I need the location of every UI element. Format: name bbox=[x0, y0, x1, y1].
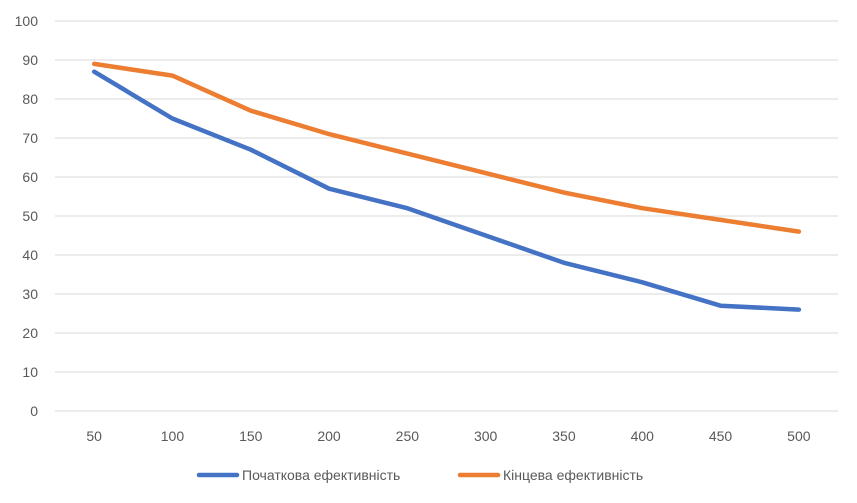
x-tick-label: 500 bbox=[787, 428, 811, 444]
y-axis-tick-labels: 0 10 20 30 40 50 60 70 80 90 100 bbox=[15, 13, 39, 419]
series-lines bbox=[91, 61, 802, 312]
y-tick-label: 10 bbox=[22, 364, 38, 380]
gridlines bbox=[55, 20, 838, 412]
y-tick-label: 90 bbox=[22, 52, 38, 68]
legend: Початкова ефективність Кінцева ефективніс… bbox=[196, 467, 643, 483]
y-tick-label: 20 bbox=[22, 325, 38, 341]
x-tick-label: 300 bbox=[474, 428, 498, 444]
y-tick-label: 60 bbox=[22, 169, 38, 185]
x-axis-tick-labels: 50 100 150 200 250 300 350 400 450 500 bbox=[86, 428, 810, 444]
y-tick-label: 100 bbox=[15, 13, 39, 29]
legend-label-2: Кінцева ефективність bbox=[503, 467, 643, 483]
y-tick-label: 30 bbox=[22, 286, 38, 302]
y-tick-label: 50 bbox=[22, 208, 38, 224]
x-tick-label: 450 bbox=[709, 428, 733, 444]
y-tick-label: 80 bbox=[22, 91, 38, 107]
y-tick-label: 40 bbox=[22, 247, 38, 263]
y-tick-label: 70 bbox=[22, 130, 38, 146]
x-tick-label: 350 bbox=[552, 428, 576, 444]
x-tick-label: 400 bbox=[631, 428, 655, 444]
y-tick-label: 0 bbox=[30, 403, 38, 419]
x-tick-label: 100 bbox=[161, 428, 185, 444]
series-line-1 bbox=[91, 69, 802, 312]
x-tick-label: 150 bbox=[239, 428, 263, 444]
x-tick-label: 50 bbox=[86, 428, 102, 444]
x-tick-label: 200 bbox=[317, 428, 341, 444]
legend-label-1: Початкова ефективність bbox=[242, 467, 400, 483]
x-tick-label: 250 bbox=[396, 428, 420, 444]
series-line-2 bbox=[91, 61, 802, 234]
